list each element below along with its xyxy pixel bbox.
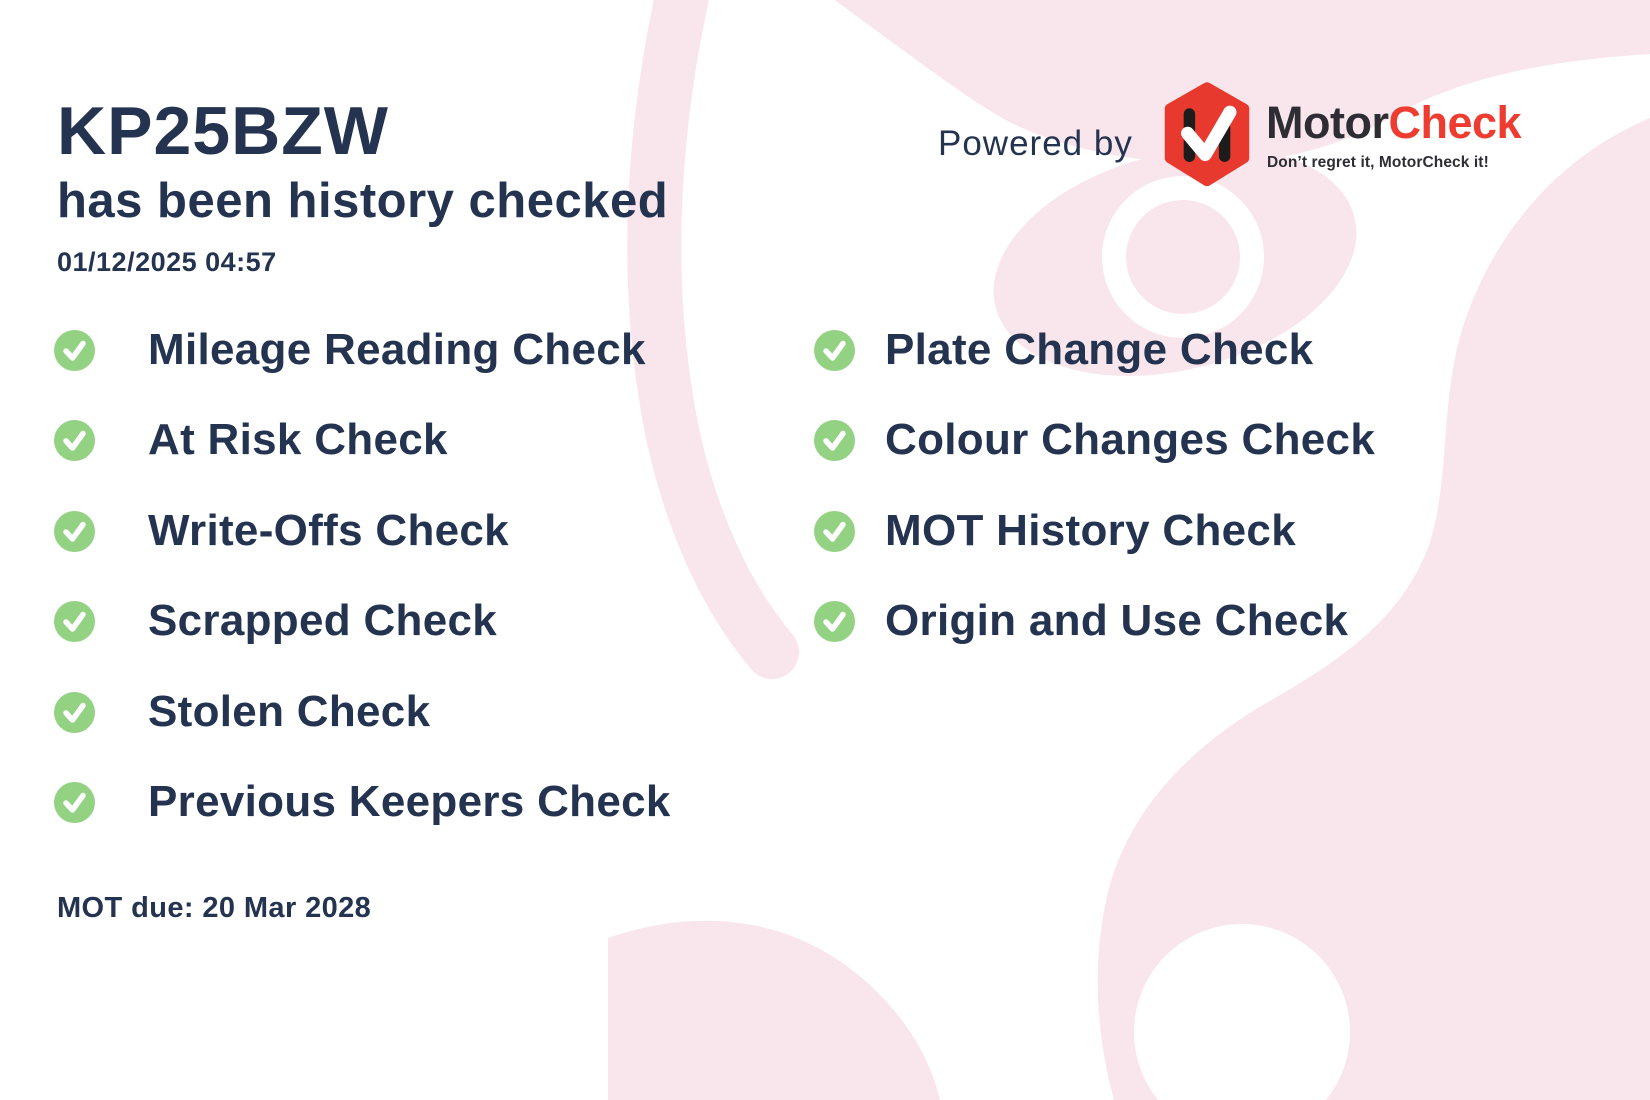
wheel-right-rim-mass (1097, 118, 1650, 1100)
check-item: Write-Offs Check (54, 505, 509, 557)
check-item-label: At Risk Check (148, 415, 448, 464)
wheel-top-rim-band (834, 0, 1650, 164)
brand-wordmark: MotorCheck (1266, 97, 1522, 148)
wheel-left-rim-arc (627, 0, 799, 679)
check-item-label: Stolen Check (148, 687, 431, 736)
check-item-label: Colour Changes Check (885, 415, 1376, 464)
wheel-bottom-left-blob (608, 920, 940, 1100)
check-item-label: MOT History Check (885, 506, 1296, 555)
check-item: Scrapped Check (54, 595, 497, 647)
registration-plate: KP25BZW (57, 93, 389, 169)
brand-name-motor: Motor (1266, 97, 1389, 148)
check-circle-icon (814, 419, 855, 461)
check-item: Colour Changes Check (814, 414, 1375, 466)
wheel-bottom-white-cutout (1134, 924, 1350, 1100)
check-item-label: Origin and Use Check (885, 596, 1349, 645)
check-circle-icon (814, 510, 855, 552)
mot-due-label: MOT due: 20 Mar 2028 (57, 892, 372, 924)
check-circle-icon (54, 510, 95, 552)
check-item-label: Mileage Reading Check (148, 325, 646, 374)
check-circle-icon (54, 691, 95, 733)
check-circle-icon (814, 600, 855, 642)
check-circle-icon (54, 600, 95, 642)
check-circle-icon (814, 329, 855, 371)
check-item: MOT History Check (814, 505, 1296, 557)
check-item: Mileage Reading Check (54, 324, 646, 376)
check-item: Stolen Check (54, 686, 430, 738)
motorcheck-m-hexagon-icon (1163, 82, 1251, 190)
check-item-label: Plate Change Check (885, 325, 1314, 374)
title-block: KP25BZW has been history checked 01/12/2… (57, 93, 669, 278)
check-item: Plate Change Check (814, 324, 1313, 376)
wheel-hub-ring (1102, 176, 1264, 338)
check-item: Previous Keepers Check (54, 776, 671, 828)
check-item-label: Previous Keepers Check (148, 777, 671, 826)
check-item-label: Scrapped Check (148, 596, 498, 645)
check-timestamp: 01/12/2025 04:57 (57, 247, 277, 278)
check-item: At Risk Check (54, 414, 448, 466)
check-circle-icon (54, 781, 95, 823)
banner-subtitle: has been history checked (57, 174, 669, 229)
check-item: Origin and Use Check (814, 595, 1348, 647)
brand-tagline: Don’t regret it, MotorCheck it! (1267, 154, 1489, 171)
brand-name-check: Check (1388, 97, 1522, 148)
check-item-label: Write-Offs Check (148, 506, 509, 555)
check-circle-icon (54, 329, 95, 371)
check-circle-icon (54, 419, 95, 461)
powered-by-label: Powered by (938, 124, 1133, 163)
wheel-hub-blob (993, 148, 1357, 376)
